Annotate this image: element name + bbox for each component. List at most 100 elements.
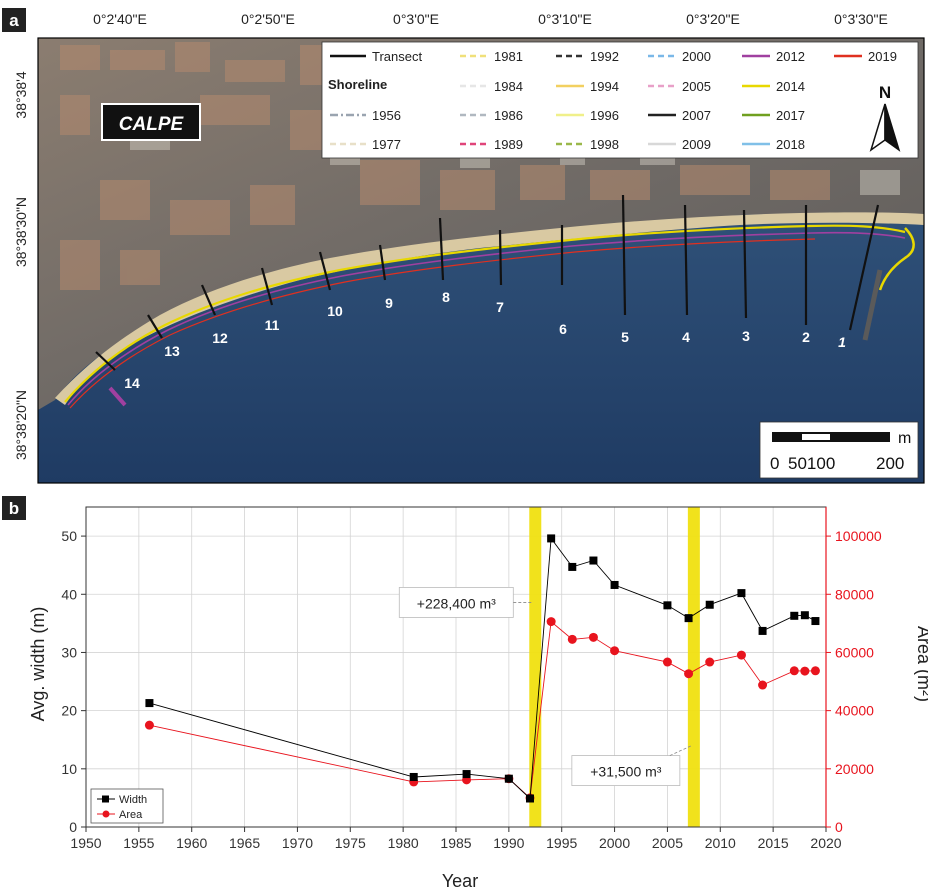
transect-number-6: 6 (559, 321, 567, 337)
legend-transect-label: Transect (372, 49, 422, 64)
transect-number-5: 5 (621, 329, 629, 345)
x-tick-2015: 2015 (758, 835, 789, 851)
width-point-2012 (737, 589, 746, 598)
y-tick-right-40000: 40000 (835, 703, 874, 719)
nourishment-bar-1 (529, 507, 542, 827)
transect-number-7: 7 (496, 299, 504, 315)
width-point-1994 (547, 534, 556, 543)
transect-number-3: 3 (742, 328, 750, 344)
latitude-ticks: 38°38'4 38°38'30"N 38°38'20"N (13, 71, 29, 460)
width-point-2009 (705, 600, 714, 609)
x-tick-1970: 1970 (282, 835, 313, 851)
width-point-2005 (663, 601, 672, 610)
legend-year-2000: 2000 (682, 49, 711, 64)
area-point-2018 (800, 666, 810, 676)
north-arrow-icon: N (869, 83, 901, 152)
width-point-2007 (684, 614, 693, 623)
area-point-2014 (758, 680, 768, 690)
town-label: CALPE (119, 114, 185, 135)
legend-shoreline-heading: Shoreline (328, 77, 387, 92)
transect-number-1: 1 (838, 334, 846, 350)
width-point-2018 (800, 611, 809, 620)
legend-year-2019: 2019 (868, 49, 897, 64)
y-tick-left-10: 10 (61, 761, 77, 777)
series-width (145, 534, 820, 803)
width-point-1996 (568, 562, 577, 571)
transect-number-8: 8 (442, 289, 450, 305)
y-axis-label-right: Area (m²) (914, 626, 928, 702)
y-tick-left-30: 30 (61, 644, 77, 660)
lat-tick-1: 38°38'4 (13, 71, 29, 118)
area-point-2012 (736, 650, 746, 660)
x-ticks: 1950 1955 1960 1965 1970 1975 1980 1985 1990 1995… (70, 827, 842, 851)
nourishment-bar-2 (687, 507, 700, 827)
y-ticks-right: 0 20000 40000 60000 80000 100000 (826, 528, 882, 835)
legend-year-1981: 1981 (494, 49, 523, 64)
transect-number-9: 9 (385, 295, 393, 311)
legend-year-2005: 2005 (682, 79, 711, 94)
legend-year-1984: 1984 (494, 79, 523, 94)
scale-label-200: 200 (876, 454, 904, 473)
area-point-2005 (662, 657, 672, 667)
width-point-1986 (462, 770, 471, 779)
legend-year-2018: 2018 (776, 137, 805, 152)
area-point-2019 (810, 666, 820, 676)
series-area (144, 617, 820, 803)
y-tick-left-0: 0 (69, 819, 77, 835)
x-tick-1995: 1995 (546, 835, 577, 851)
chart-panel: b 1950 1955 1960 1965 1970 1975 1980 1985 1990 19… (2, 496, 928, 891)
x-tick-1960: 1960 (176, 835, 207, 851)
y-ticks-left: 0 10 20 30 40 50 (61, 528, 86, 835)
legend-year-2012: 2012 (776, 49, 805, 64)
area-point-2017 (789, 666, 799, 676)
legend-year-2017: 2017 (776, 108, 805, 123)
map-legend: Transect Shoreline 1956 1977 1981 1984 1986 1… (321, 41, 919, 159)
transect-number-13: 13 (164, 343, 180, 359)
transect-number-2: 2 (802, 329, 810, 345)
x-tick-1980: 1980 (388, 835, 419, 851)
legend-year-1989: 1989 (494, 137, 523, 152)
panel-label-b: b (9, 499, 19, 518)
x-tick-2010: 2010 (705, 835, 736, 851)
chart-legend: Width Area (90, 788, 164, 824)
town-label-box: CALPE (101, 103, 201, 141)
width-point-2019 (811, 617, 820, 626)
legend-year-2007: 2007 (682, 108, 711, 123)
transects (95, 194, 880, 371)
x-tick-1955: 1955 (123, 835, 154, 851)
series-line-area (149, 620, 816, 799)
series-line-width (149, 537, 816, 800)
scale-bar: m 0 50100 200 (759, 421, 919, 479)
width-point-1981 (409, 772, 418, 781)
lon-tick-6: 0°3'30"E (834, 11, 888, 27)
x-tick-2000: 2000 (599, 835, 630, 851)
width-point-1992 (526, 794, 534, 803)
x-tick-1985: 1985 (440, 835, 471, 851)
line-chart: 1950 1955 1960 1965 1970 1975 1980 1985 1990 1995… (61, 506, 882, 851)
x-tick-2020: 2020 (810, 835, 841, 851)
x-tick-1990: 1990 (493, 835, 524, 851)
legend-year-1986: 1986 (494, 108, 523, 123)
lon-tick-2: 0°2'50"E (241, 11, 295, 27)
legend-year-1994: 1994 (590, 79, 619, 94)
width-point-2017 (790, 611, 799, 620)
annotation-nourishment-1992: +228,400 m³ (417, 595, 496, 611)
nourishment-bars (529, 507, 700, 827)
y-tick-right-0: 0 (835, 819, 843, 835)
grid (85, 507, 827, 828)
y-tick-right-20000: 20000 (835, 761, 874, 777)
x-tick-1975: 1975 (335, 835, 366, 851)
area-point-1998 (588, 632, 598, 642)
area-point-2009 (705, 657, 715, 667)
transect-number-12: 12 (212, 330, 228, 346)
width-point-2000 (610, 580, 619, 589)
x-tick-1950: 1950 (70, 835, 101, 851)
legend-year-2009: 2009 (682, 137, 711, 152)
lat-tick-2: 38°38'30"N (13, 197, 29, 267)
legend-year-1998: 1998 (590, 137, 619, 152)
scale-label-0: 0 (770, 454, 779, 473)
y-axis-label-left: Avg. width (m) (28, 607, 48, 722)
scale-label-50-100: 50100 (788, 454, 835, 473)
legend-year-1996: 1996 (590, 108, 619, 123)
